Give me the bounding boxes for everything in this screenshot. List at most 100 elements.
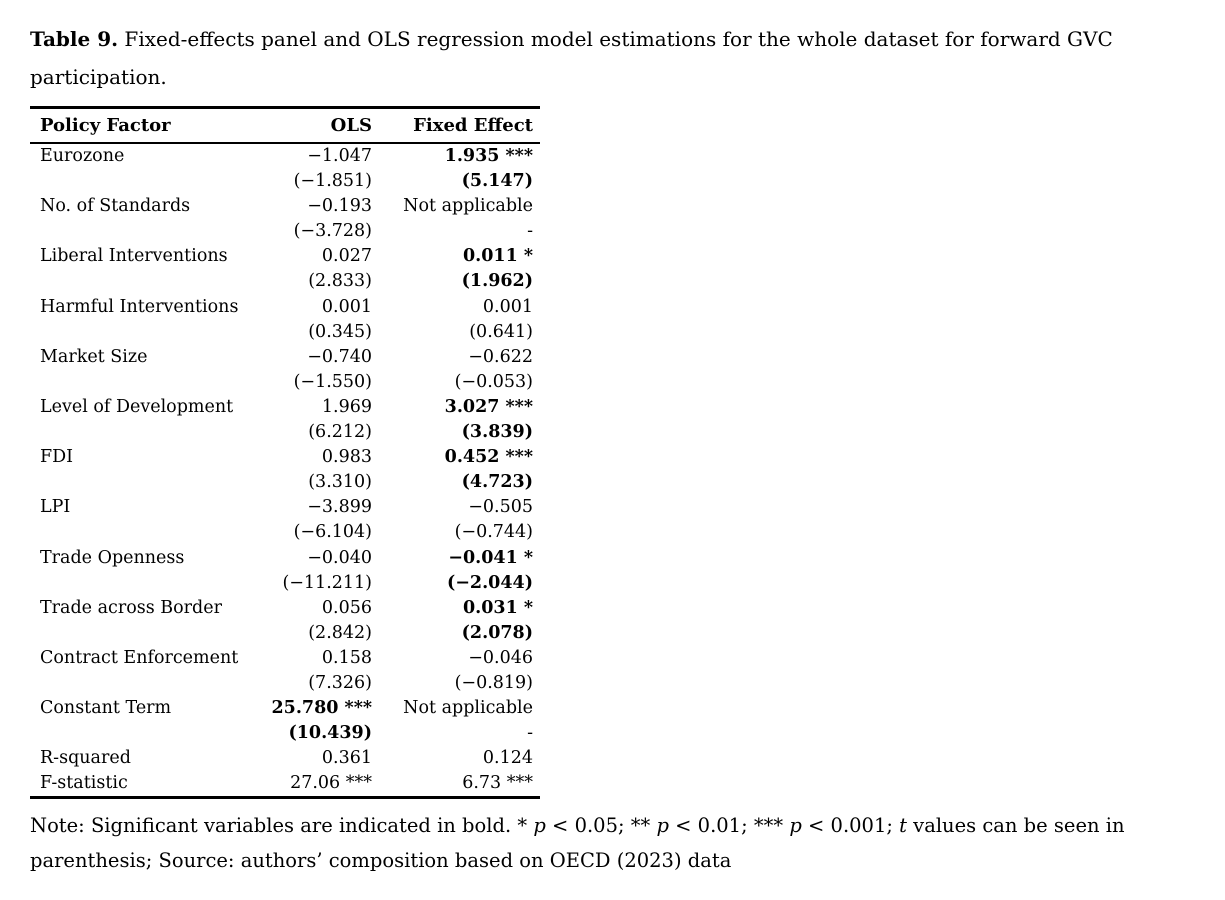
table-row: Contract Enforcement 0.158 −0.046 xyxy=(30,646,540,671)
table-row-tvalues: (−1.550) (−0.053) xyxy=(30,370,540,395)
table-note-line-1: Note: Significant variables are indicate… xyxy=(30,808,1195,843)
factor-empty-cell xyxy=(30,420,270,445)
ols-tvalue-cell: (−3.728) xyxy=(293,221,372,242)
fixed-effect-tvalue-cell: (−2.044) xyxy=(446,572,533,593)
factor-empty-cell xyxy=(30,320,270,345)
table-row: Market Size −0.740 −0.622 xyxy=(30,345,540,370)
factor-cell: No. of Standards xyxy=(40,196,191,217)
table-row-tvalues: (−3.728) - xyxy=(30,219,540,244)
table-row: Trade across Border 0.056 0.031 * xyxy=(30,596,540,621)
ols-coefficient-cell: −3.899 xyxy=(307,497,372,518)
table-caption-text: Fixed-effects panel and OLS regression m… xyxy=(30,27,1113,89)
fixed-effect-tvalue-cell: (3.839) xyxy=(461,422,533,443)
table-row: Harmful Interventions 0.001 0.001 xyxy=(30,295,540,320)
factor-empty-cell xyxy=(30,269,270,294)
factor-cell: Market Size xyxy=(40,346,148,367)
fixed-effect-tvalue-cell: (−0.744) xyxy=(454,522,533,543)
fixed-effect-coefficient-cell: Not applicable xyxy=(403,196,533,217)
factor-cell: Level of Development xyxy=(40,396,234,417)
table-row-tvalues: (10.439) - xyxy=(30,721,540,746)
note-text-segment: < 0.001; xyxy=(801,814,900,838)
fixed-effect-coefficient-cell: −0.622 xyxy=(468,346,533,367)
fixed-effect-coefficient-cell: 0.452 *** xyxy=(444,447,533,468)
table-row: Eurozone −1.047 1.935 *** xyxy=(30,143,540,169)
fixed-effect-tvalue-cell: (5.147) xyxy=(461,171,533,192)
fixed-effect-tvalue-cell: - xyxy=(527,221,533,242)
table-row: Trade Openness −0.040 −0.041 * xyxy=(30,546,540,571)
note-text-segment: values can be seen in xyxy=(906,814,1125,838)
factor-empty-cell xyxy=(30,520,270,545)
ols-coefficient-cell: 0.361 xyxy=(321,748,372,769)
ols-tvalue-cell: (3.310) xyxy=(308,472,372,493)
fixed-effect-tvalue-cell: (4.723) xyxy=(461,472,533,493)
table-caption-label: Table 9. xyxy=(30,27,119,51)
table-row: Liberal Interventions 0.027 0.011 * xyxy=(30,244,540,269)
note-text-segment: parenthesis; Source: authors’ compositio… xyxy=(30,849,732,873)
factor-cell: Harmful Interventions xyxy=(40,296,239,317)
fixed-effect-coefficient-cell: 0.124 xyxy=(482,748,533,769)
factor-cell: FDI xyxy=(40,447,74,468)
table-row-tvalues: (7.326) (−0.819) xyxy=(30,671,540,696)
ols-coefficient-cell: 0.983 xyxy=(321,447,372,468)
note-text-segment: < 0.01; *** xyxy=(668,814,790,838)
regression-table: Policy Factor OLS Fixed Effect Eurozone −… xyxy=(30,106,540,800)
fixed-effect-coefficient-cell: −0.046 xyxy=(468,647,533,668)
fixed-effect-coefficient-cell: 3.027 *** xyxy=(444,396,533,417)
ols-tvalue-cell: (−11.211) xyxy=(282,572,372,593)
table-row-tvalues: (2.833) (1.962) xyxy=(30,269,540,294)
note-text-segment: < 0.05; ** xyxy=(545,814,657,838)
factor-cell: Liberal Interventions xyxy=(40,246,228,267)
factor-cell: Contract Enforcement xyxy=(40,647,239,668)
regression-table-body: Eurozone −1.047 1.935 *** (−1.851) (5.147) No… xyxy=(30,143,540,798)
fixed-effect-tvalue-cell: (1.962) xyxy=(461,271,533,292)
ols-coefficient-cell: −0.740 xyxy=(307,346,372,367)
factor-empty-cell xyxy=(30,671,270,696)
ols-coefficient-cell: 0.001 xyxy=(321,296,372,317)
table-row: No. of Standards −0.193 Not applicable xyxy=(30,194,540,219)
ols-tvalue-cell: (7.326) xyxy=(308,672,372,693)
table-row-tvalues: (0.345) (0.641) xyxy=(30,320,540,345)
table-row: Constant Term 25.780 *** Not applicable xyxy=(30,696,540,721)
table-note-line-2: parenthesis; Source: authors’ compositio… xyxy=(30,843,1195,878)
note-italic-segment: p xyxy=(789,814,802,838)
factor-empty-cell xyxy=(30,621,270,646)
note-italic-segment: p xyxy=(533,814,546,838)
ols-tvalue-cell: (0.345) xyxy=(308,321,372,342)
fixed-effect-tvalue-cell: (0.641) xyxy=(469,321,533,342)
ols-tvalue-cell: (6.212) xyxy=(308,422,372,443)
ols-coefficient-cell: −0.040 xyxy=(307,547,372,568)
factor-cell: Constant Term xyxy=(40,698,172,719)
ols-tvalue-cell: (2.833) xyxy=(308,271,372,292)
ols-coefficient-cell: 1.969 xyxy=(321,396,372,417)
regression-table-header: Policy Factor OLS Fixed Effect xyxy=(30,107,540,144)
factor-cell: Trade across Border xyxy=(40,597,222,618)
ols-tvalue-cell: (2.842) xyxy=(308,622,372,643)
ols-coefficient-cell: 25.780 *** xyxy=(271,698,372,719)
ols-coefficient-cell: 0.158 xyxy=(321,647,372,668)
ols-coefficient-cell: −0.193 xyxy=(307,196,372,217)
factor-empty-cell xyxy=(30,219,270,244)
column-header-policy-factor: Policy Factor xyxy=(30,107,270,144)
note-italic-segment: p xyxy=(656,814,669,838)
fixed-effect-coefficient-cell: 1.935 *** xyxy=(444,146,533,166)
fixed-effect-tvalue-cell: - xyxy=(527,723,533,744)
table-row: R-squared 0.361 0.124 xyxy=(30,746,540,771)
factor-empty-cell xyxy=(30,571,270,596)
factor-cell: F-statistic xyxy=(40,773,128,794)
factor-cell: LPI xyxy=(40,497,71,518)
factor-cell: R-squared xyxy=(40,748,131,769)
fixed-effect-tvalue-cell: (2.078) xyxy=(461,622,533,643)
header-row: Policy Factor OLS Fixed Effect xyxy=(30,107,540,144)
ols-tvalue-cell: (−1.851) xyxy=(293,171,372,192)
table-row-tvalues: (2.842) (2.078) xyxy=(30,621,540,646)
fixed-effect-coefficient-cell: 6.73 *** xyxy=(462,773,533,794)
table-row-tvalues: (6.212) (3.839) xyxy=(30,420,540,445)
factor-empty-cell xyxy=(30,169,270,194)
fixed-effect-tvalue-cell: (−0.819) xyxy=(454,672,533,693)
table-row-tvalues: (3.310) (4.723) xyxy=(30,470,540,495)
ols-coefficient-cell: 0.056 xyxy=(321,597,372,618)
ols-tvalue-cell: (−6.104) xyxy=(293,522,372,543)
table-row: LPI −3.899 −0.505 xyxy=(30,495,540,520)
ols-tvalue-cell: (10.439) xyxy=(288,723,372,744)
